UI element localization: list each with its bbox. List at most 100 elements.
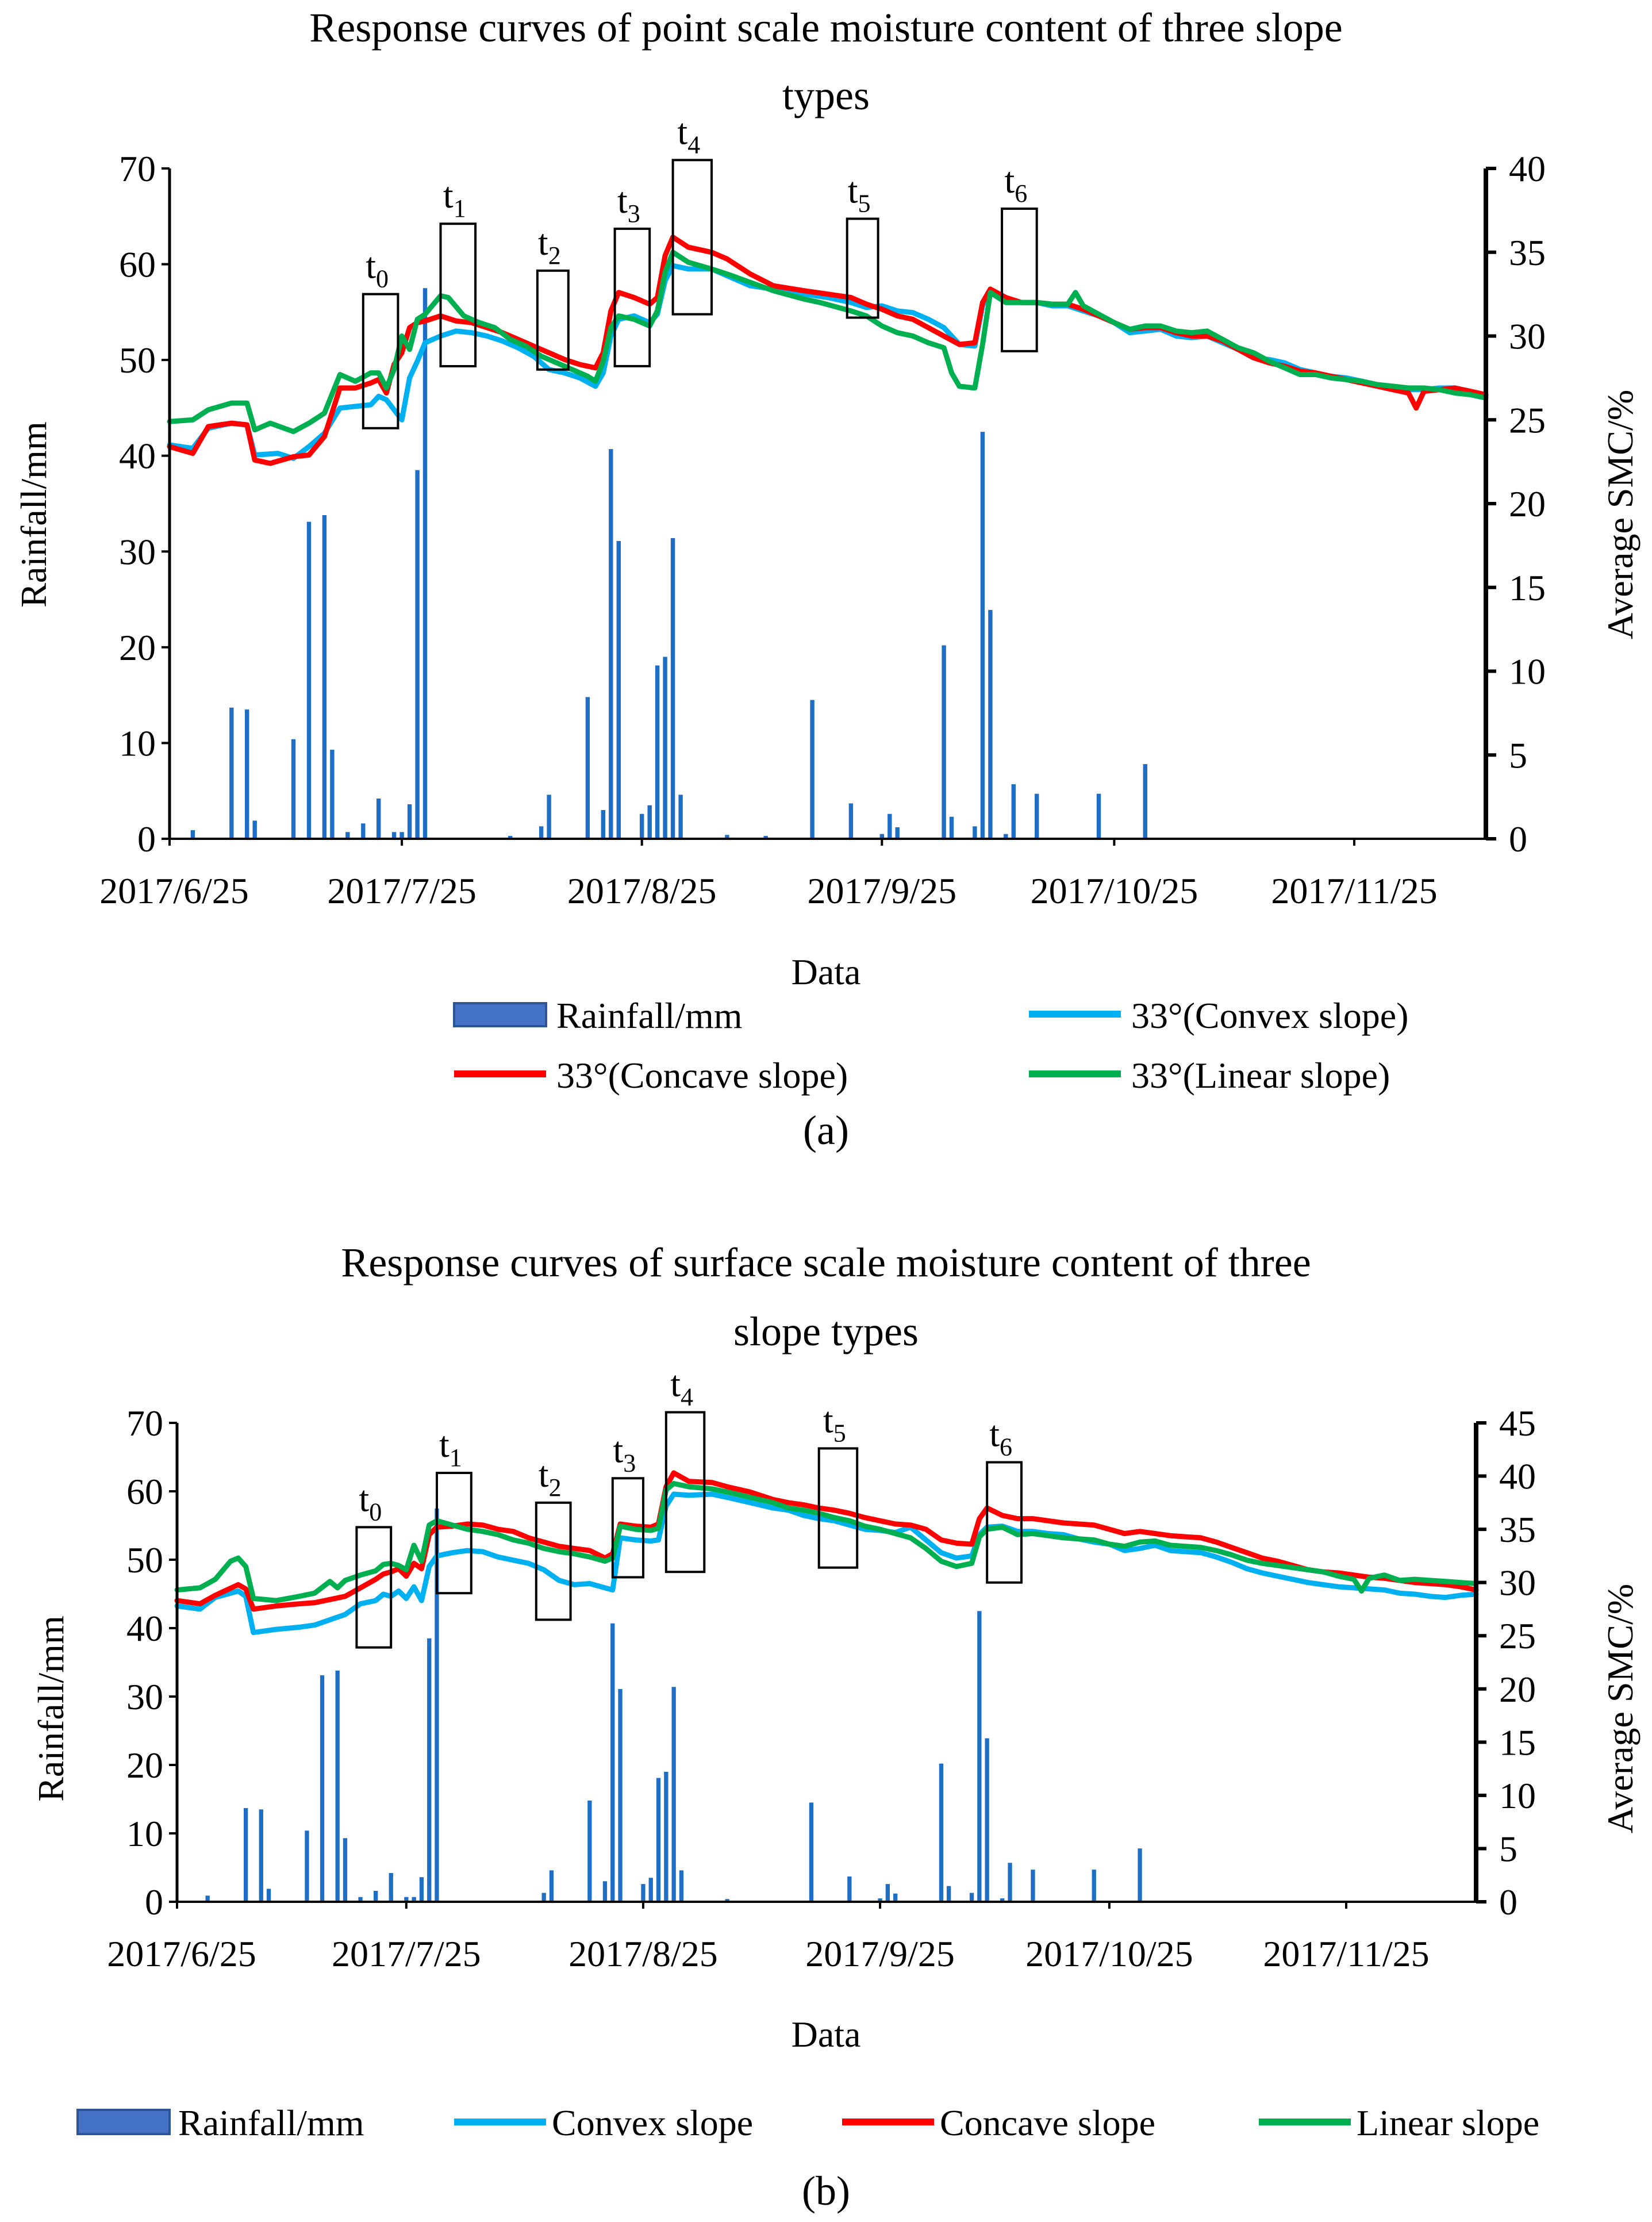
chart-b-ytick-right-label-45: 45 [1499,1403,1536,1444]
chart-a-rainfall-bar-28 [678,795,683,839]
chart-b-xlabel: Data [792,2014,861,2055]
chart-b-ytick-right-label-30: 30 [1499,1563,1536,1603]
chart-b-annotation-label-t1: t1 [439,1424,462,1472]
chart-b-rainfall-bar-10 [389,1873,393,1902]
legend-b-rainfall-label: Rainfall/mm [178,2102,364,2143]
chart-b-ytick-right-label-40: 40 [1499,1456,1536,1497]
chart-b-rainfall-bar-30 [847,1876,852,1902]
chart-b-rainfall-bar-36 [969,1893,974,1902]
chart-a-rainfall-bar-18 [547,795,551,839]
chart-a-rainfall-bar-7 [330,750,335,839]
chart-b-xtick-label-5: 2017/11/25 [1263,1933,1429,1974]
chart-a-ytick-right-label-5: 5 [1509,735,1527,776]
chart-b-ytick-left-label-70: 70 [126,1403,163,1444]
chart-b-annotation-box-t1 [436,1472,472,1595]
chart-a-rainfall-bar-14 [415,470,420,839]
chart-a-ytick-right-label-40: 40 [1509,148,1546,189]
chart-b-rainfall-bar-43 [1138,1848,1142,1902]
chart-a-annotation-label-t4: t4 [677,111,700,159]
chart-b-annotation-label-t2: t2 [539,1454,562,1502]
chart-b-ytick-right-label-25: 25 [1499,1615,1536,1656]
chart-b-ytick-right-label-35: 35 [1499,1509,1536,1550]
chart-b-rainfall-bar-33 [893,1893,898,1902]
chart-b-caption: (b) [802,2168,850,2214]
chart-b-rainfall-bar-0 [205,1895,210,1902]
chart-b-rainfall-bar-13 [419,1877,424,1902]
chart-b-rainfall-bar-28 [725,1899,729,1902]
chart-a-rainfall-bar-41 [1004,834,1008,839]
chart-a-rainfall-bar-45 [1143,764,1147,839]
chart-a-annotation-label-t1: t1 [443,175,466,222]
chart-b-ytick-left-label-60: 60 [126,1471,163,1512]
chart-a-xtick-label-4: 2017/10/25 [1031,870,1198,911]
chart-a-rainfall-bar-21 [609,449,613,839]
legend-a-rainfall-swatch [453,1002,547,1027]
chart-b-annotation-box-t6 [986,1461,1023,1584]
chart-a-ytick-left-label-30: 30 [119,531,156,572]
chart-a-xtick-label-1: 2017/7/25 [327,870,477,911]
chart-a-rainfall-bar-6 [322,515,327,839]
chart-a-ytick-right-label-30: 30 [1509,316,1546,357]
chart-b-rainfall-bar-9 [374,1891,378,1902]
chart-b-rainfall-bar-29 [809,1802,814,1902]
chart-b-rainfall-bar-21 [618,1688,623,1902]
chart-b-rainfall-bar-4 [305,1830,309,1902]
chart-b-rainfall-bar-12 [412,1897,416,1902]
chart-a-annotation-box-t5 [846,217,879,319]
chart-a-ytick-left-label-0: 0 [137,819,156,859]
chart-b-rainfall-bar-14 [427,1638,432,1902]
chart-b-rainfall-bar-7 [343,1838,348,1902]
chart-a-rainfall-bar-1 [229,707,234,839]
chart-a-rainfall-bar-5 [306,521,312,839]
chart-a-annotation-label-t5: t5 [848,170,871,218]
chart-a-rainfall-bar-15 [422,288,428,839]
chart-a-ytick-right-label-10: 10 [1509,651,1546,692]
legend-b-rainfall-swatch [76,2109,171,2135]
chart-a-rainfall-bar-34 [888,813,892,839]
chart-b-annotation-label-t4: t4 [670,1364,693,1411]
chart-b-annotation-label-t3: t3 [613,1429,636,1477]
chart-b-xtick-label-1: 2017/7/25 [332,1933,481,1974]
chart-b-rainfall-bar-27 [679,1870,684,1902]
chart-b-rainfall-bar-23 [648,1878,653,1902]
chart-b-series-convex-slope [174,1491,1479,1636]
legend-b-concave-label: Concave slope [940,2102,1155,2143]
chart-a-ylabel-right: Average SMC/% [1600,390,1641,639]
chart-a-rainfall-bar-4 [291,739,296,839]
chart-b-legend: Rainfall/mm Convex slope Concave slope L… [76,2102,1539,2143]
chart-b-rainfall-bar-17 [549,1870,554,1902]
chart-a-xtick-label-0: 2017/6/25 [99,870,249,911]
chart-a-ytick-left-label-70: 70 [119,148,156,189]
chart-b-ytick-left-label-30: 30 [126,1676,163,1717]
chart-a-annotation-box-t6 [1001,208,1038,352]
chart-a-rainfall-bar-16 [508,836,513,839]
chart-a-annotation-box-t0 [362,293,399,429]
chart-b-rainfall-bar-31 [878,1898,882,1902]
chart-b-series-linear-slope [174,1481,1479,1603]
chart-a-rainfall-bar-23 [640,813,644,839]
chart-a-title-line-1: Response curves of point scale moisture … [309,5,1343,51]
chart-b-rainfall-bar-5 [320,1675,325,1902]
chart-a-ytick-right-label-0: 0 [1509,819,1527,859]
chart-b-xtick-label-3: 2017/9/25 [805,1933,955,1974]
chart-a-rainfall-bar-30 [763,836,768,839]
chart-b-annotation-box-t0 [355,1526,393,1649]
chart-b-ytick-right-label-15: 15 [1499,1722,1536,1763]
legend-a-convex-label: 33°(Convex slope) [1131,995,1408,1036]
chart-b-annotation-box-t3 [611,1477,645,1579]
chart-b-rainfall-bar-2 [259,1809,263,1902]
chart-a-rainfall-bar-3 [252,820,257,839]
chart-a-xtick-label-3: 2017/9/25 [808,870,957,911]
chart-a-plot-area: t0 t1 t2 t3 t4 t5 t6 0 10 20 30 40 50 60 70 0 5 10 15 20 25 3… [99,111,1546,911]
chart-a-rainfall-bar-8 [345,832,350,839]
chart-a-rainfall-bar-20 [601,810,605,839]
chart-a-title-line-2: types [782,72,870,118]
chart-b-rainfall-bar-22 [641,1884,646,1902]
legend-b-linear-label: Linear slope [1357,2102,1539,2143]
chart-a-annotation-label-t2: t2 [538,222,561,270]
chart-a-rainfall-bar-39 [980,432,985,839]
chart-a-rainfall-bar-37 [949,816,954,839]
chart-b-rainfall-bar-34 [939,1763,944,1902]
legend-b-convex-label: Convex slope [552,2102,753,2143]
